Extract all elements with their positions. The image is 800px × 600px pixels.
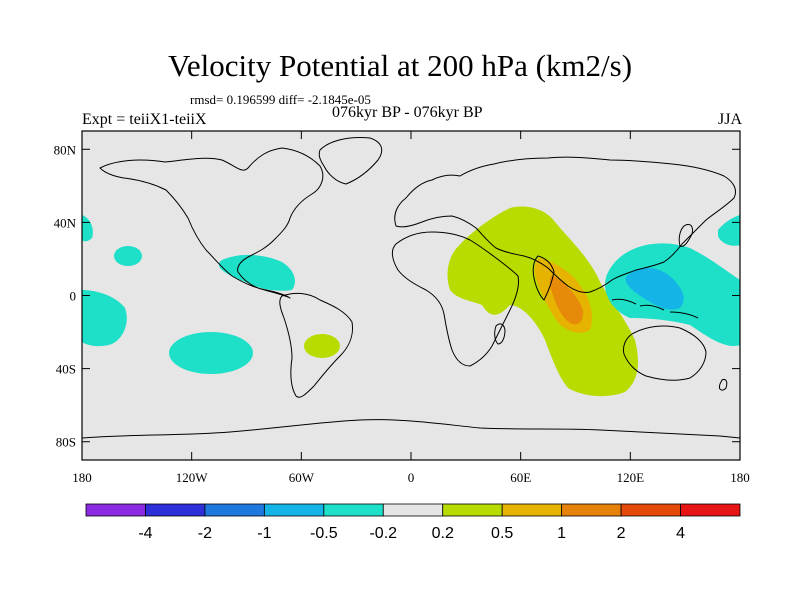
coastlines [82,137,740,439]
lon-tick-label: 120E [617,470,645,485]
colorbar-label: -0.5 [310,525,338,542]
colorbar-swatch [382,503,444,517]
colorbar: -4 -2 -1 -0.5 -0.2 0.2 0.5 1 2 4 [85,503,741,542]
lon-tick-label: 180 [72,470,92,485]
contour-negative-east-pacific [114,246,142,266]
lat-tick-label: 80S [56,435,76,450]
contour-negative-dateline-north [82,215,93,242]
lon-tick-label: 120W [176,470,209,485]
colorbar-label: -2 [198,525,212,542]
colorbar-label: 0.2 [432,525,454,542]
colorbar-label: 2 [617,525,626,542]
colorbar-swatch [145,503,206,517]
colorbar-swatch [323,503,384,517]
contour-negative-south-pacific [169,332,253,374]
lon-tick-label: 0 [408,470,415,485]
lat-tick-label: 0 [70,289,77,304]
lon-tick-label: 60W [289,470,315,485]
colorbar-label: 0.5 [491,525,513,542]
colorbar-label: 1 [557,525,566,542]
contour-positive-south-america [304,334,340,358]
season-label: JJA [717,111,742,128]
lat-tick-label: 80N [54,142,77,157]
colorbar-swatch [680,503,741,517]
colorbar-swatch [561,503,622,517]
contour-max-india [549,275,584,325]
colorbar-label: -0.2 [369,525,397,542]
rmsd-stats: rmsd= 0.196599 diff= -2.1845e-05 [190,92,371,107]
contour-negative-west-pacific [82,290,127,347]
contour-strong-negative-maritime [625,267,684,310]
lon-tick-label: 180 [730,470,750,485]
colorbar-label: -1 [257,525,271,542]
colorbar-swatch [442,503,503,517]
contour-negative-central-america [218,254,295,291]
map-plot-area [82,131,740,460]
lat-tick-label: 40S [56,362,76,377]
experiment-label: Expt = teiiX1-teiiX [82,111,207,128]
colorbar-label: -4 [138,525,152,542]
colorbar-swatch [620,503,681,517]
colorbar-swatch [263,503,325,517]
contour-fills [82,206,740,397]
colorbar-swatch [204,503,265,517]
colorbar-label: 4 [676,525,685,542]
colorbar-swatch [501,503,563,517]
colorbar-swatch [85,503,146,517]
lat-tick-label: 40N [54,215,77,230]
period-label: 076kyr BP - 076kyr BP [332,104,483,121]
map-title: Velocity Potential at 200 hPa (km2/s) [167,48,633,83]
map-axes: 80N 40N 0 40S 80S 180 120W 60W 0 60E 120E 180 [54,131,750,485]
contour-positive-indian-ocean [447,206,638,397]
lon-tick-label: 60E [510,470,531,485]
